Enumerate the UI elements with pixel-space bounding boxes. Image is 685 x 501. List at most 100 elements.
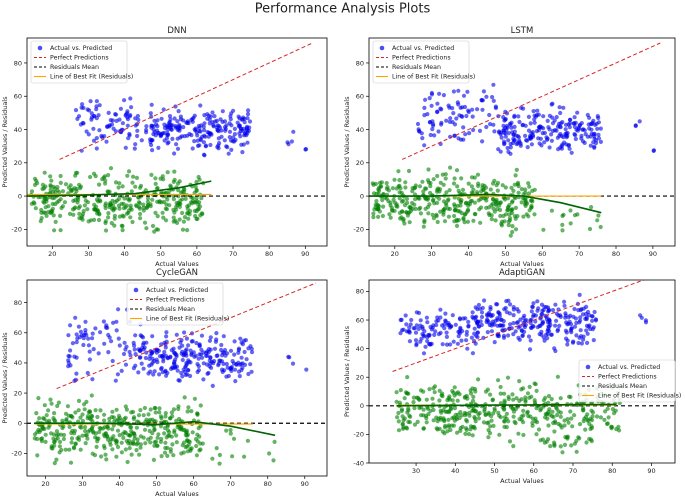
scatter-point [371, 215, 376, 220]
scatter-point [249, 369, 254, 374]
scatter-point [435, 101, 440, 106]
scatter-point [513, 421, 518, 426]
scatter-point [592, 145, 597, 150]
scatter-point [88, 99, 93, 104]
scatter-point [430, 396, 435, 401]
scatter-point [478, 220, 483, 225]
scatter-point [507, 439, 513, 444]
scatter-point [557, 105, 562, 110]
scatter-point [162, 431, 167, 436]
scatter-point [614, 427, 619, 432]
scatter-point [485, 330, 490, 335]
scatter-point [479, 98, 484, 103]
scatter-point [455, 341, 460, 346]
scatter-point [285, 140, 290, 145]
scatter-point [227, 129, 233, 134]
scatter-point [412, 422, 418, 427]
scatter-point [523, 198, 528, 203]
scatter-point [171, 179, 176, 184]
scatter-point [514, 320, 520, 325]
scatter-point [55, 403, 60, 409]
scatter-point [97, 103, 102, 108]
scatter-point [193, 126, 198, 131]
scatter-point [129, 189, 134, 194]
x-tick-label: 40 [464, 250, 472, 258]
scatter-point [126, 136, 131, 141]
scatter-point [472, 416, 478, 421]
scatter-point [412, 406, 417, 411]
legend-entry: Line of Best Fit (Residuals) [146, 316, 229, 323]
x-tick-label: 70 [227, 480, 235, 488]
scatter-point [485, 421, 490, 426]
scatter-point [566, 420, 571, 425]
x-tick-label: 50 [501, 250, 509, 258]
scatter-point [175, 136, 180, 141]
scatter-point [156, 145, 161, 150]
x-tick-label: 20 [41, 480, 49, 488]
scatter-point [464, 338, 469, 343]
scatter-point [103, 201, 108, 206]
scatter-point [80, 102, 85, 107]
scatter-point [227, 135, 232, 140]
y-axis-label: Predicted Values / Residuals [1, 96, 9, 188]
scatter-point [127, 131, 132, 137]
scatter-point [108, 442, 113, 447]
scatter-point [606, 415, 611, 420]
scatter-point [426, 341, 432, 347]
scatter-point [174, 440, 179, 445]
scatter-point [142, 220, 148, 225]
scatter-point [523, 398, 528, 403]
scatter-point [425, 112, 430, 117]
scatter-point [53, 219, 58, 224]
scatter-point [86, 410, 91, 415]
scatter-point [471, 218, 476, 223]
scatter-point [579, 121, 584, 126]
scatter-point [490, 95, 495, 100]
scatter-point [190, 146, 195, 151]
scatter-point [371, 211, 376, 216]
scatter-point [246, 108, 251, 113]
scatter-point [510, 199, 515, 204]
scatter-point [412, 202, 417, 207]
scatter-point [187, 439, 192, 445]
scatter-point [74, 340, 79, 345]
scatter-point [491, 122, 496, 127]
scatter-point [480, 139, 485, 144]
scatter-point [219, 359, 224, 364]
scatter-point [387, 212, 392, 217]
scatter-point [112, 223, 117, 228]
scatter-point [76, 398, 82, 403]
scatter-point [104, 139, 109, 144]
scatter-point [231, 135, 236, 140]
scatter-point [464, 329, 469, 334]
scatter-point [63, 411, 69, 416]
scatter-point [479, 322, 484, 328]
scatter-point [79, 148, 84, 153]
scatter-point [511, 444, 516, 449]
scatter-point [174, 204, 179, 209]
scatter-point [380, 213, 385, 219]
scatter-point [603, 409, 608, 414]
scatter-point [145, 196, 151, 201]
scatter-point [552, 128, 558, 133]
scatter-point [533, 382, 538, 387]
scatter-point [532, 212, 537, 217]
scatter-point [586, 324, 591, 329]
scatter-point [513, 133, 518, 138]
scatter-point [115, 428, 121, 433]
scatter-point [506, 333, 511, 338]
scatter-point [491, 82, 496, 87]
scatter-point [171, 407, 177, 412]
scatter-point [133, 184, 138, 189]
scatter-point [511, 332, 516, 337]
scatter-point [186, 216, 191, 221]
scatter-point [159, 416, 164, 421]
scatter-point [429, 90, 434, 96]
scatter-point [427, 332, 432, 337]
scatter-point [220, 109, 225, 114]
scatter-point [534, 420, 540, 425]
scatter-point [447, 119, 452, 124]
scatter-point [511, 414, 516, 419]
scatter-point [519, 200, 524, 205]
scatter-point [385, 185, 390, 190]
